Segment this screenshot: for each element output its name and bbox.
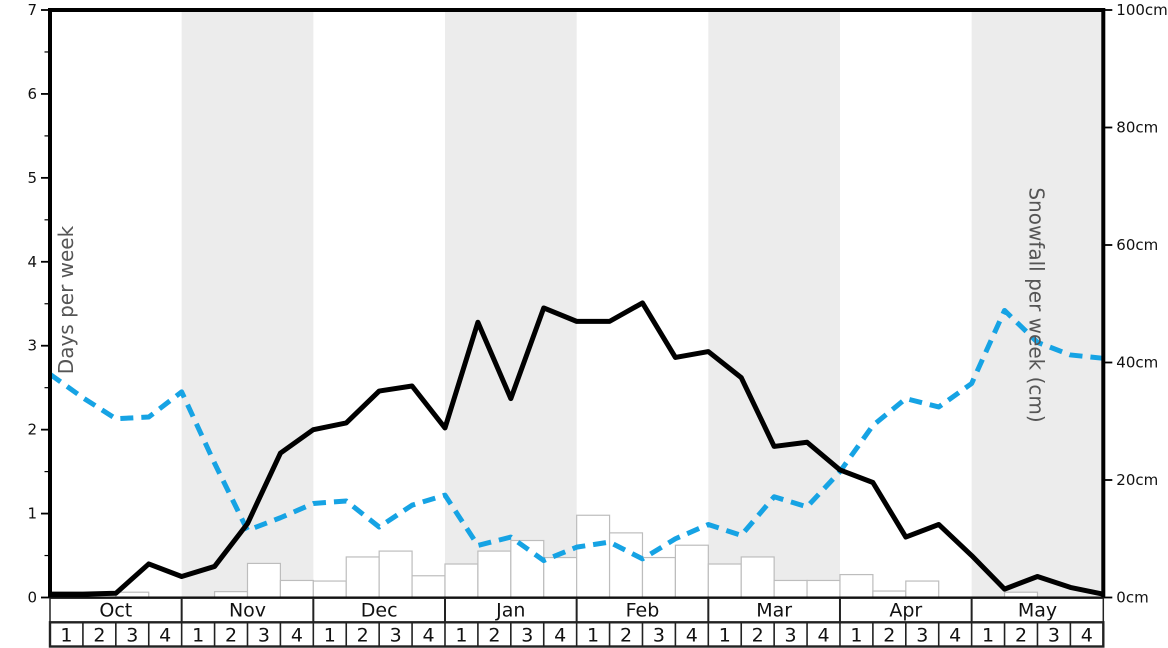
right-tick-label: 40cm — [1116, 354, 1158, 372]
week-number: 1 — [60, 624, 72, 646]
snowfall-bar — [707, 563, 742, 599]
week-number: 2 — [488, 624, 500, 646]
shaded-band-nov — [181, 12, 314, 598]
week-number: 4 — [949, 624, 961, 646]
week-number: 4 — [817, 624, 829, 646]
month-label: Oct — [99, 600, 132, 622]
snowfall-bar — [839, 573, 874, 599]
month-label: Jan — [495, 600, 525, 622]
week-number: 3 — [390, 624, 402, 646]
week-number: 2 — [620, 624, 632, 646]
left-tick-label: 0 — [27, 589, 37, 607]
snowfall-bar — [345, 556, 380, 599]
shaded-band-jan — [444, 12, 577, 598]
week-number: 2 — [225, 624, 237, 646]
week-number: 2 — [93, 624, 105, 646]
blue-dashed-line — [48, 307, 1104, 564]
week-number: 3 — [521, 624, 533, 646]
right-tick-label: 20cm — [1116, 471, 1158, 489]
black-solid-line — [50, 300, 1104, 597]
snowfall-bar — [246, 562, 282, 599]
week-number: 1 — [850, 624, 862, 646]
week-number: 1 — [587, 624, 599, 646]
week-number: 1 — [982, 624, 994, 646]
snowfall-bar — [378, 550, 413, 599]
week-number: 2 — [357, 624, 369, 646]
month-label: May — [1018, 600, 1057, 622]
right-tick-label: 100cm — [1116, 1, 1168, 19]
left-tick-label: 3 — [27, 337, 37, 355]
week-number: 4 — [554, 624, 566, 646]
month-label: Nov — [229, 600, 266, 622]
month-label: Feb — [626, 600, 660, 622]
right-tick-label: 60cm — [1116, 236, 1158, 254]
month-label: Dec — [361, 600, 398, 622]
week-number: 1 — [324, 624, 336, 646]
snowfall-bar — [641, 556, 676, 599]
week-number: 4 — [1081, 624, 1093, 646]
snowfall-bar — [543, 556, 578, 599]
left-tick-label: 7 — [27, 1, 37, 19]
month-label: Apr — [889, 600, 922, 622]
week-number: 2 — [1015, 624, 1027, 646]
snowfall-bar — [576, 514, 611, 599]
week-number: 3 — [653, 624, 665, 646]
snowfall-bar — [806, 579, 841, 599]
week-number: 1 — [455, 624, 467, 646]
snowfall-bar — [477, 550, 512, 599]
right-tick-label: 80cm — [1116, 119, 1158, 137]
week-number: 4 — [422, 624, 434, 646]
week-number: 3 — [785, 624, 797, 646]
left-tick-label: 4 — [27, 253, 37, 271]
snowfall-bar — [279, 579, 314, 599]
left-tick-label: 1 — [27, 505, 37, 523]
left-axis-title: Days per week — [54, 225, 79, 375]
snowfall-bar — [312, 580, 347, 599]
snowfall-bar — [740, 556, 775, 599]
snowfall-bar — [905, 580, 940, 599]
week-number: 2 — [752, 624, 764, 646]
week-number: 2 — [883, 624, 895, 646]
snowfall-bar — [411, 575, 446, 599]
snowfall-bar — [674, 544, 709, 599]
left-tick-label: 2 — [27, 421, 37, 439]
shaded-band-may — [971, 12, 1104, 598]
right-axis-title: Snowfall per week (cm) — [1024, 187, 1049, 423]
week-number: 3 — [258, 624, 270, 646]
left-tick-label: 6 — [27, 85, 37, 103]
week-number: 4 — [159, 624, 171, 646]
week-number: 3 — [1048, 624, 1060, 646]
week-number: 4 — [291, 624, 303, 646]
week-number: 3 — [916, 624, 928, 646]
week-number: 3 — [126, 624, 138, 646]
snowfall-bar — [444, 563, 479, 599]
week-number: 4 — [686, 624, 698, 646]
week-number: 1 — [719, 624, 731, 646]
left-tick-label: 5 — [27, 169, 37, 187]
snowfall-bar — [773, 579, 808, 599]
right-tick-label: 0cm — [1116, 589, 1148, 607]
month-label: Mar — [756, 600, 792, 622]
shaded-band-mar — [708, 12, 840, 598]
week-number: 1 — [192, 624, 204, 646]
